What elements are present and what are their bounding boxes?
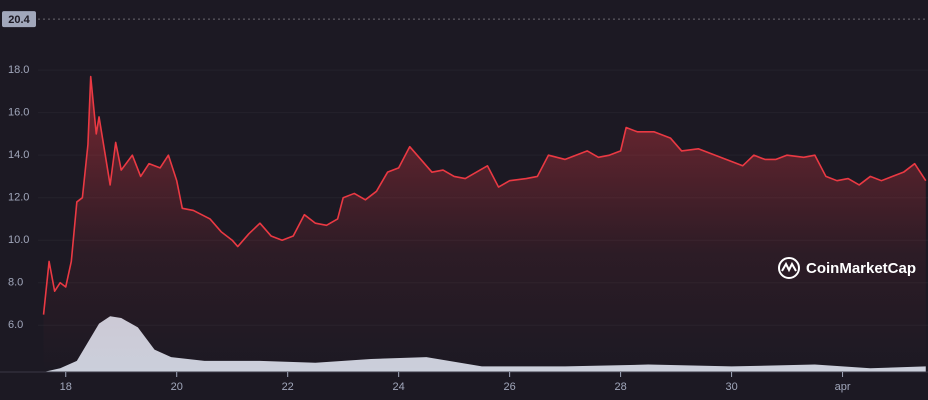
y-tick-label: 8.0	[8, 277, 23, 289]
x-tick-label: 20	[171, 381, 183, 393]
x-tick-label: 18	[60, 381, 72, 393]
price-area	[43, 76, 926, 373]
plot	[42, 75, 927, 373]
y-tick-label: 18.0	[8, 64, 29, 76]
watermark-text: CoinMarketCap	[806, 260, 916, 277]
axes: 6.0 8.0 10.0 12.0 14.0 16.0 18.0 20.4 18 20 22 24 26…	[0, 11, 928, 393]
y-tick-label: 6.0	[8, 319, 23, 331]
price-line	[42, 75, 927, 315]
y-tick-label: 10.0	[8, 234, 29, 246]
y-tick-label: 14.0	[8, 149, 29, 161]
high-badge	[2, 11, 36, 28]
high-label: 20.4	[8, 14, 30, 26]
watermark: CoinMarketCap	[778, 257, 916, 279]
y-tick-label: 12.0	[8, 192, 29, 204]
x-tick-label: 26	[504, 381, 516, 393]
x-tick-label: apr	[835, 381, 851, 393]
x-tick-label: 22	[282, 381, 294, 393]
x-tick-label: 24	[393, 381, 405, 393]
x-tick-label: 28	[614, 381, 626, 393]
x-tick-label: 30	[725, 381, 737, 393]
y-tick-label: 16.0	[8, 107, 29, 119]
